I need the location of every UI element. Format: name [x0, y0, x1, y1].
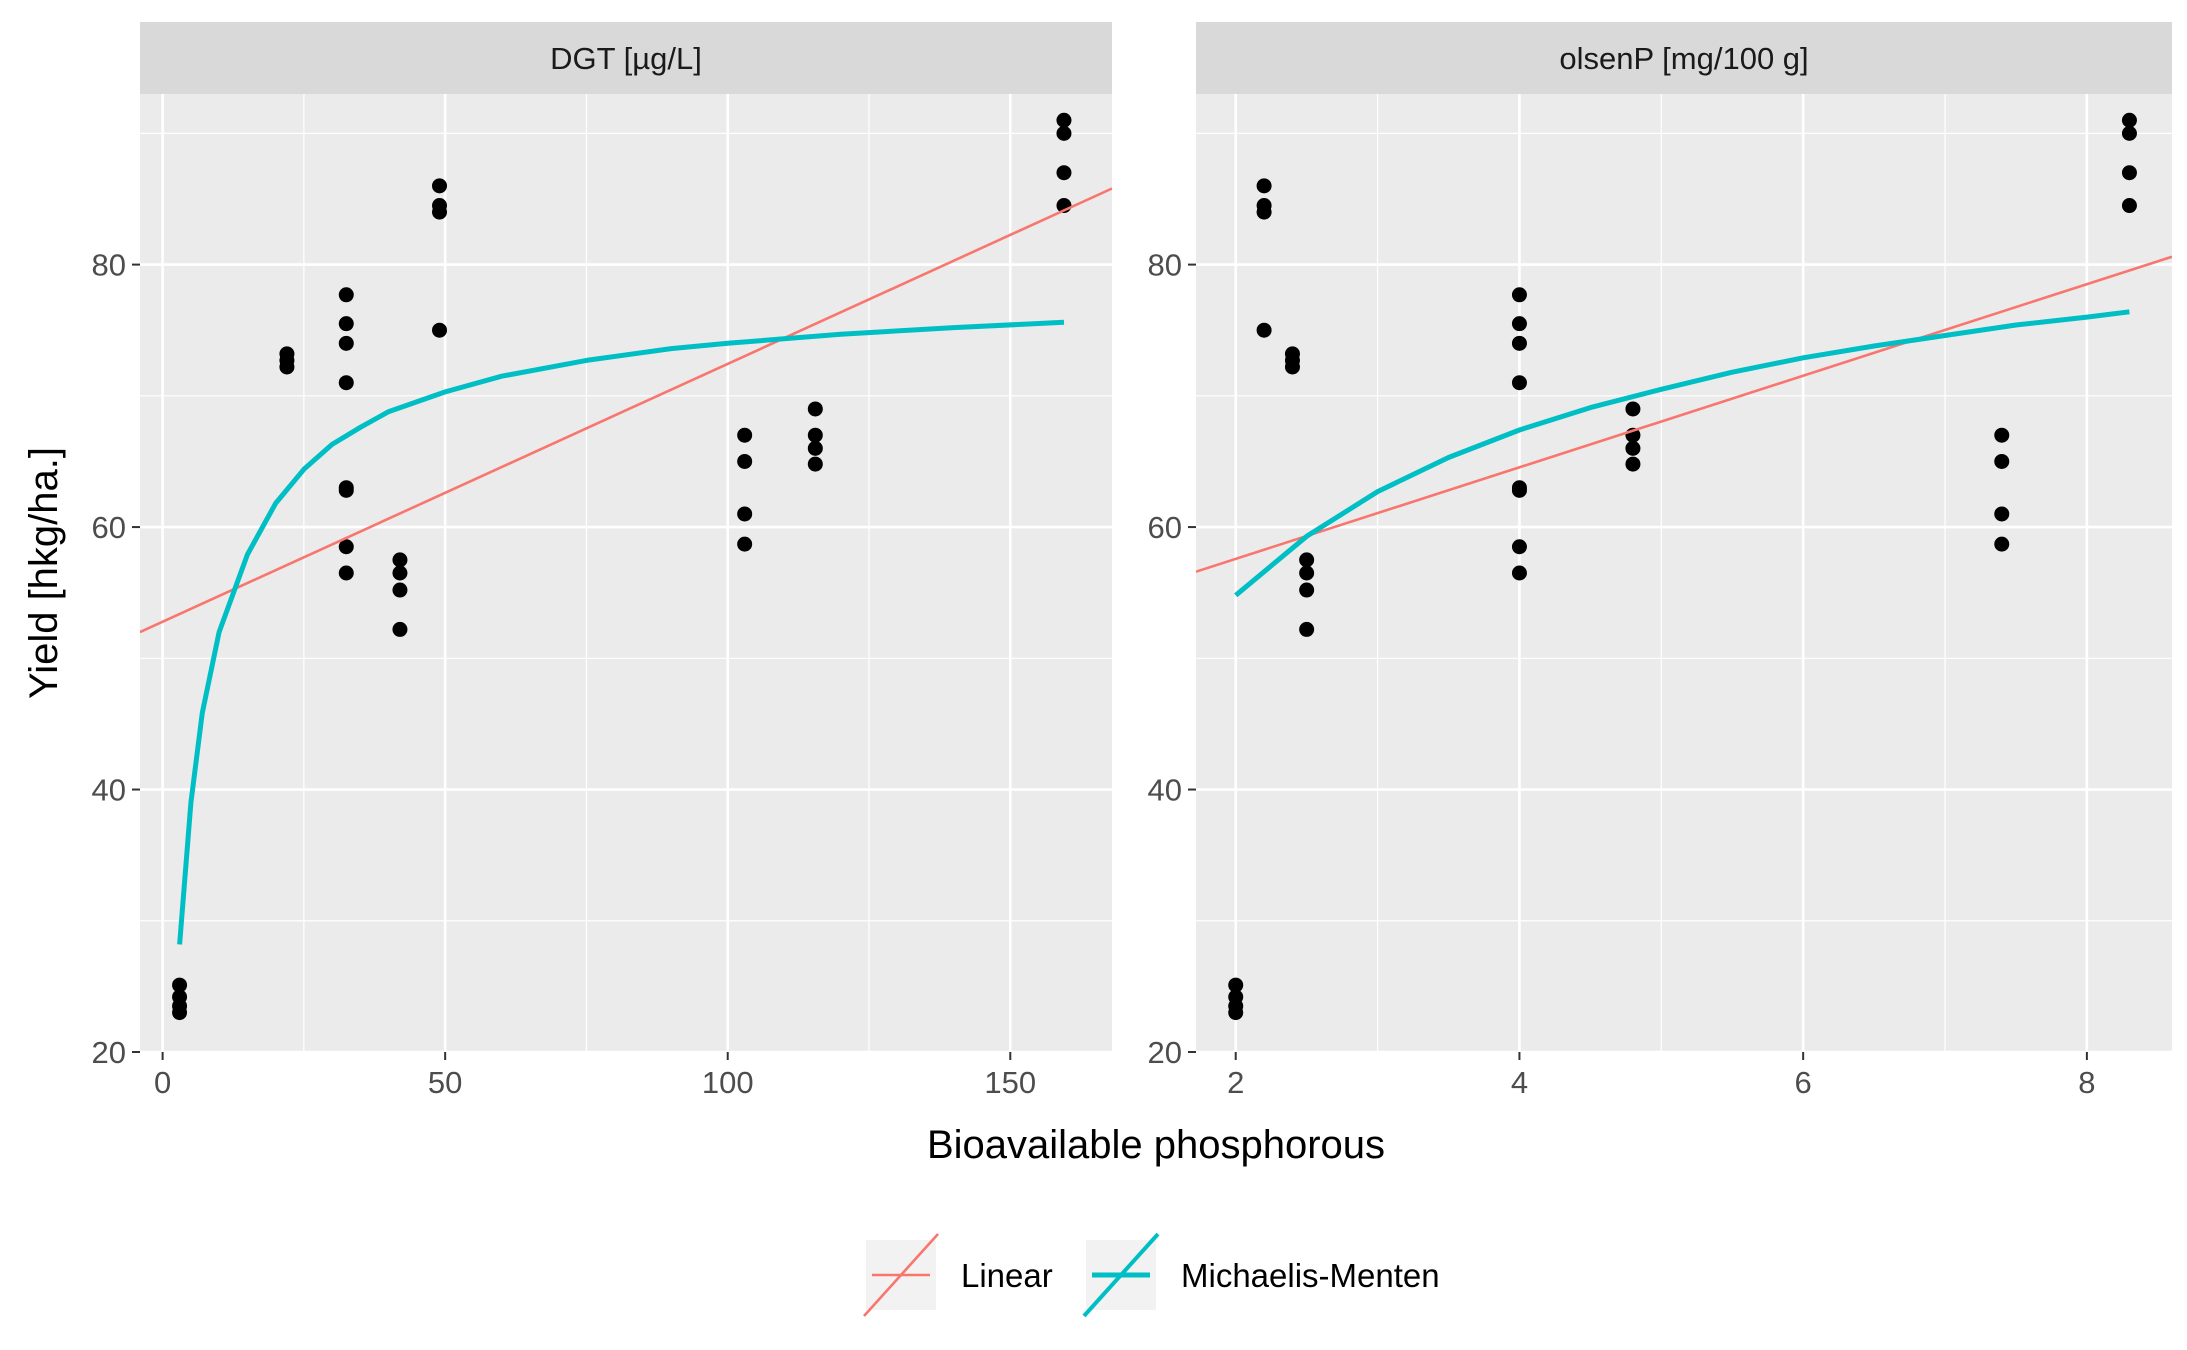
y-tick-label: 40	[1148, 773, 1182, 808]
y-axis-title: Yield [hkg/ha.]	[22, 447, 66, 699]
data-point	[338, 482, 354, 498]
panel-background	[1196, 94, 2172, 1052]
x-tick-label: 50	[428, 1065, 462, 1100]
data-point	[2121, 125, 2137, 141]
data-point	[1299, 582, 1315, 598]
series-line-michaelis-menten	[1234, 309, 2130, 598]
data-point	[2121, 112, 2137, 128]
x-tick-label: 0	[154, 1065, 171, 1100]
data-point	[1994, 506, 2010, 522]
data-point	[432, 322, 448, 338]
legend-label: Linear	[961, 1257, 1053, 1294]
data-point	[338, 287, 354, 303]
x-tick-label: 4	[1511, 1065, 1528, 1100]
data-point	[807, 456, 823, 472]
data-point	[279, 346, 295, 362]
data-point	[338, 565, 354, 581]
series-line-linear	[1196, 255, 2172, 573]
data-point	[1256, 178, 1272, 194]
data-point	[1256, 204, 1272, 220]
y-tick-label: 80	[92, 248, 126, 283]
panel-background	[140, 94, 1112, 1052]
data-point	[432, 178, 448, 194]
data-point	[1994, 453, 2010, 469]
data-point	[338, 539, 354, 555]
data-point	[1284, 346, 1300, 362]
data-point	[1625, 456, 1641, 472]
data-point	[807, 427, 823, 443]
data-point	[392, 582, 408, 598]
x-tick-label: 2	[1227, 1065, 1244, 1100]
data-point	[1511, 335, 1527, 351]
data-point	[1299, 552, 1315, 568]
data-point	[1511, 482, 1527, 498]
data-point	[1511, 539, 1527, 555]
legend-label: Michaelis-Menten	[1181, 1257, 1440, 1294]
data-point	[1056, 112, 1072, 128]
facet-strip-label: olsenP [mg/100 g]	[1559, 41, 1808, 76]
data-point	[1056, 125, 1072, 141]
data-point	[1056, 165, 1072, 181]
y-tick-label: 80	[1148, 248, 1182, 283]
facet-strip-label: DGT [µg/L]	[550, 41, 702, 76]
data-point	[807, 440, 823, 456]
data-point	[1228, 989, 1244, 1005]
data-point	[737, 506, 753, 522]
panel-2: olsenP [mg/100 g] 2 4 6 8 20 40 60 80	[1148, 22, 2172, 1100]
y-tick-label: 60	[1148, 510, 1182, 545]
y-tick-label: 40	[92, 773, 126, 808]
data-point	[1511, 287, 1527, 303]
data-point	[1994, 427, 2010, 443]
data-point	[1511, 316, 1527, 332]
data-point	[392, 621, 408, 637]
data-point	[807, 401, 823, 417]
data-point	[1511, 375, 1527, 391]
facet-strip	[1196, 22, 2172, 94]
data-point	[737, 453, 753, 469]
series-line-michaelis-menten	[177, 319, 1065, 945]
data-point	[392, 565, 408, 581]
data-point	[338, 316, 354, 332]
data-point	[1994, 536, 2010, 552]
x-tick-label: 6	[1795, 1065, 1812, 1100]
data-point	[432, 204, 448, 220]
series-line-linear	[140, 187, 1112, 634]
data-point	[338, 375, 354, 391]
panel-1: DGT [µg/L] 0 50 100 150 20 40 60 80	[92, 22, 1112, 1100]
legend: Linear Michaelis-Menten	[863, 1232, 1440, 1318]
data-point	[1299, 621, 1315, 637]
data-point	[392, 552, 408, 568]
facet-strip	[140, 22, 1112, 94]
data-point	[1511, 565, 1527, 581]
data-point	[737, 427, 753, 443]
data-point	[172, 977, 188, 993]
x-tick-label: 100	[702, 1065, 754, 1100]
x-axis-title: Bioavailable phosphorous	[927, 1123, 1385, 1167]
y-tick-label: 60	[92, 510, 126, 545]
data-point	[1299, 565, 1315, 581]
data-point	[172, 989, 188, 1005]
data-point	[737, 536, 753, 552]
data-point	[1256, 322, 1272, 338]
data-point	[1625, 401, 1641, 417]
y-tick-label: 20	[92, 1035, 126, 1070]
y-tick-label: 20	[1148, 1035, 1182, 1070]
data-point	[338, 335, 354, 351]
data-point	[2121, 165, 2137, 181]
data-point	[2121, 198, 2137, 214]
x-tick-label: 8	[2078, 1065, 2095, 1100]
data-point	[1625, 440, 1641, 456]
data-point	[1228, 977, 1244, 993]
x-tick-label: 150	[984, 1065, 1036, 1100]
